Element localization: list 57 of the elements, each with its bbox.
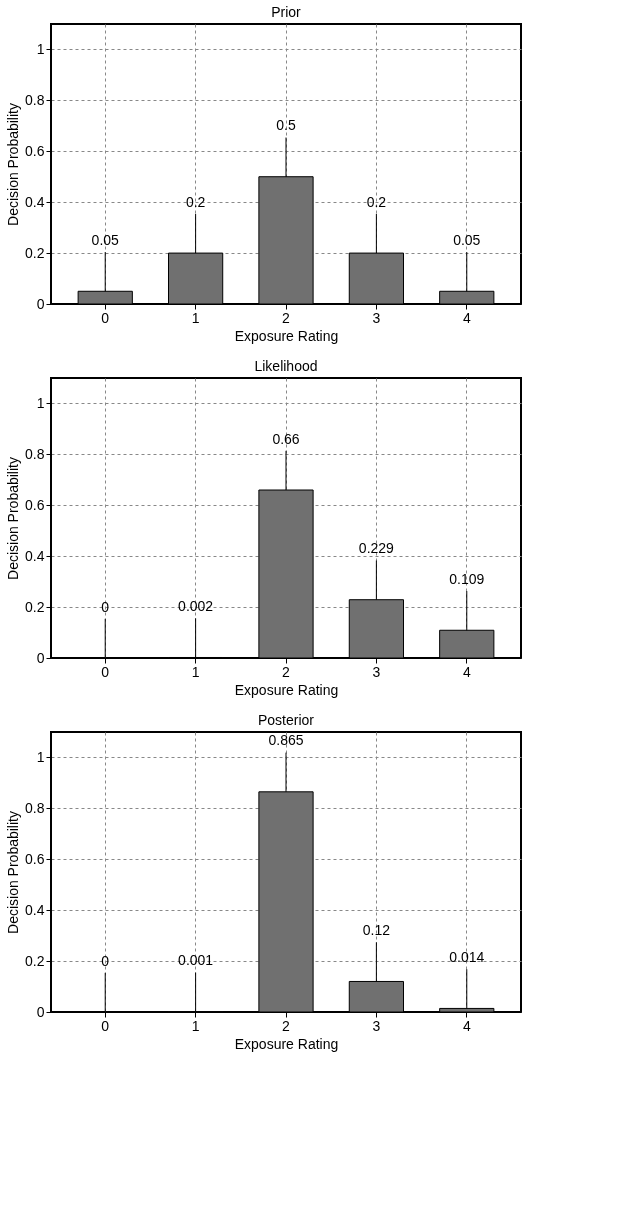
- data-label: 0.05: [91, 231, 120, 248]
- x-tick-label: 1: [191, 1017, 200, 1034]
- x-axis-title: Exposure Rating: [234, 327, 339, 344]
- data-label: 0.2: [185, 193, 206, 210]
- y-axis-title: Decision Probability: [5, 457, 22, 580]
- x-tick-label: 4: [462, 1017, 471, 1034]
- x-tick-label: 3: [372, 663, 381, 680]
- data-label: 0: [101, 598, 110, 615]
- y-tick-label: 0.2: [25, 598, 45, 615]
- data-label: 0.05: [453, 231, 481, 248]
- y-tick-label: 0: [36, 649, 45, 666]
- x-tick-label: 0: [101, 309, 110, 326]
- data-label: 0.001: [178, 952, 214, 969]
- y-tick-label: 1: [36, 394, 45, 411]
- data-label: 0.865: [268, 732, 304, 749]
- data-label: 0.002: [178, 598, 214, 615]
- x-tick-label: 0: [101, 1017, 110, 1034]
- x-tick-label: 0: [101, 663, 110, 680]
- y-tick-label: 0.4: [25, 901, 45, 918]
- y-tick-label: 0.6: [25, 142, 45, 159]
- x-tick-label: 1: [191, 663, 200, 680]
- y-tick-label: 0.6: [25, 850, 45, 867]
- x-tick-label: 2: [282, 1017, 291, 1034]
- y-tick-label: 0.8: [25, 91, 45, 108]
- data-label: 0.66: [272, 430, 300, 447]
- y-tick-label: 0: [36, 1003, 45, 1020]
- y-tick-label: 0.4: [25, 193, 45, 210]
- y-tick-label: 0.8: [25, 445, 45, 462]
- data-label: 0.229: [358, 540, 395, 557]
- y-tick-label: 1: [36, 40, 45, 57]
- data-label: 0: [101, 952, 110, 969]
- y-axis-title: Decision Probability: [5, 103, 22, 226]
- x-tick-label: 3: [372, 309, 381, 326]
- y-tick-label: 0.4: [25, 547, 45, 564]
- x-axis-title: Exposure Rating: [234, 1035, 339, 1052]
- x-tick-label: 4: [462, 309, 471, 326]
- y-tick-label: 0.8: [25, 799, 45, 816]
- y-axis-title: Decision Probability: [5, 811, 22, 934]
- data-label: 0.5: [276, 117, 296, 134]
- y-tick-label: 0.2: [25, 952, 45, 969]
- data-label: 0.014: [449, 949, 485, 966]
- data-label: 0.2: [366, 193, 387, 210]
- data-label: 0.109: [449, 570, 485, 587]
- y-tick-label: 1: [36, 748, 45, 765]
- x-axis-title: Exposure Rating: [234, 681, 339, 698]
- chart-title: Likelihood: [254, 358, 318, 374]
- data-label: 0.12: [362, 922, 391, 939]
- y-tick-label: 0.6: [25, 496, 45, 513]
- x-tick-label: 1: [191, 309, 200, 326]
- chart-title: Posterior: [257, 712, 315, 728]
- x-tick-label: 4: [462, 663, 471, 680]
- y-tick-label: 0: [36, 295, 45, 312]
- chart-title: Prior: [271, 4, 302, 20]
- y-tick-label: 0.2: [25, 244, 45, 261]
- x-tick-label: 2: [282, 309, 291, 326]
- x-tick-label: 3: [372, 1017, 381, 1034]
- x-tick-label: 2: [282, 663, 291, 680]
